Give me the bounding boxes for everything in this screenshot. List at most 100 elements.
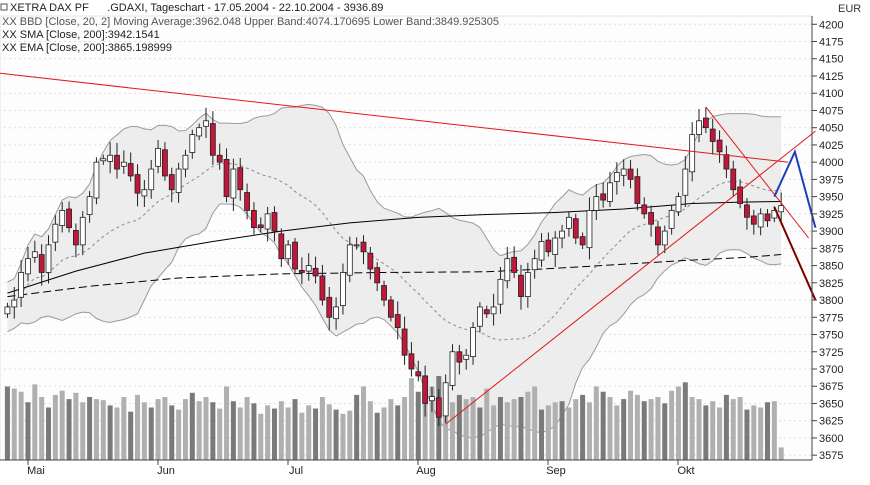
candle-body: [264, 213, 271, 230]
candle-body: [394, 314, 401, 329]
candle-body: [531, 258, 538, 271]
volume-bar: [689, 397, 695, 460]
candle-body: [600, 193, 607, 201]
y-tick-label: 3975: [819, 174, 843, 186]
candle-body: [572, 218, 579, 239]
candle-body: [648, 212, 654, 225]
candle-body: [18, 272, 25, 298]
lower-band-line: [7, 203, 782, 439]
candle-body: [230, 168, 237, 199]
candle-body: [79, 216, 86, 246]
y-axis: 4200 4175 4150 4125 4100 4075 4050 4025 4000 3975…: [811, 16, 843, 462]
candle-body: [415, 371, 422, 377]
upper-band-line: [7, 103, 782, 283]
volume-bar: [381, 407, 387, 460]
bollinger-band: [7, 103, 782, 439]
volume-bar: [367, 401, 373, 460]
candle-body: [422, 375, 429, 404]
candle-body: [271, 212, 278, 232]
y-tick-label: 3950: [819, 192, 843, 204]
volume-bar: [59, 390, 65, 460]
candle-body: [25, 258, 31, 275]
candle-body: [107, 154, 114, 162]
volume-bar: [525, 391, 531, 460]
volume-bar: [477, 407, 483, 460]
candle-body: [483, 309, 490, 315]
candle-body: [374, 267, 381, 284]
candle-body: [223, 159, 230, 198]
candlesticks: [4, 107, 785, 427]
volume-bar: [552, 402, 558, 460]
x-tick-label: Mai: [27, 465, 45, 477]
candle-body: [675, 196, 682, 213]
candle-body: [100, 158, 107, 162]
candle-body: [141, 189, 148, 197]
volume-bar: [764, 402, 770, 460]
candle-body: [511, 256, 518, 273]
volume-bar: [723, 394, 729, 460]
volume-bar: [52, 394, 58, 460]
candle-body: [661, 230, 668, 246]
volume-bar: [518, 397, 524, 460]
volume-bar: [545, 405, 551, 460]
volume-bar: [128, 411, 134, 460]
volume-bar: [148, 407, 154, 460]
volume-bar: [730, 399, 736, 460]
volume-bar: [319, 397, 325, 460]
volume-bar: [203, 397, 209, 460]
volume-bar: [491, 405, 497, 460]
candle-body: [278, 233, 285, 260]
volume-bar: [121, 397, 127, 460]
volume-bar: [162, 397, 168, 460]
volume-bar: [169, 405, 175, 460]
volume-bar: [402, 397, 408, 460]
y-tick-label: 4025: [819, 140, 843, 152]
volume-bar: [456, 394, 462, 460]
candle-body: [655, 226, 661, 246]
volume-bar: [655, 397, 661, 460]
volume-bar: [292, 399, 298, 460]
candle-body: [613, 172, 620, 182]
candle-body: [716, 139, 723, 153]
volume-bar: [504, 402, 510, 460]
volume-bar: [66, 399, 72, 460]
candle-body: [579, 236, 586, 246]
volume-bar: [141, 402, 147, 460]
volume-bar: [374, 412, 380, 460]
volume-bar: [237, 407, 243, 460]
volume-bar: [511, 399, 517, 460]
candle-body: [120, 161, 127, 167]
candle-body: [333, 306, 340, 320]
volume-bar: [778, 447, 784, 460]
volume-bar: [593, 386, 599, 460]
volume-bar: [182, 399, 188, 460]
volume-bar: [559, 401, 565, 460]
candle-body: [251, 210, 257, 229]
candle-body: [449, 351, 456, 386]
volume-bar: [11, 388, 17, 460]
volume-bar: [710, 401, 716, 460]
candle-body: [497, 278, 504, 305]
candle-body: [456, 351, 463, 363]
candle-body: [360, 241, 367, 253]
volume-bar: [32, 384, 38, 460]
candle-body: [518, 274, 524, 298]
volume-bar: [484, 388, 490, 460]
y-tick-label: 3650: [819, 398, 843, 410]
legend-line-3: XX SMA [Close, 200]:3942.1541: [2, 29, 160, 41]
candle-body: [696, 120, 702, 135]
candle-body: [463, 354, 470, 360]
y-tick-label: 3700: [819, 364, 843, 376]
candle-body: [86, 196, 93, 215]
volume-bar: [313, 408, 319, 460]
volume-bar: [73, 392, 79, 460]
candle-body: [72, 230, 79, 246]
volume-bar: [614, 405, 620, 460]
candle-body: [641, 204, 648, 215]
volume-bar: [580, 394, 586, 460]
volume-bar: [429, 386, 435, 460]
volume-bar: [539, 409, 545, 460]
legend-line-2: XX BBD [Close, 20, 2] Moving Average:396…: [2, 16, 499, 28]
volume-bar: [360, 386, 366, 460]
